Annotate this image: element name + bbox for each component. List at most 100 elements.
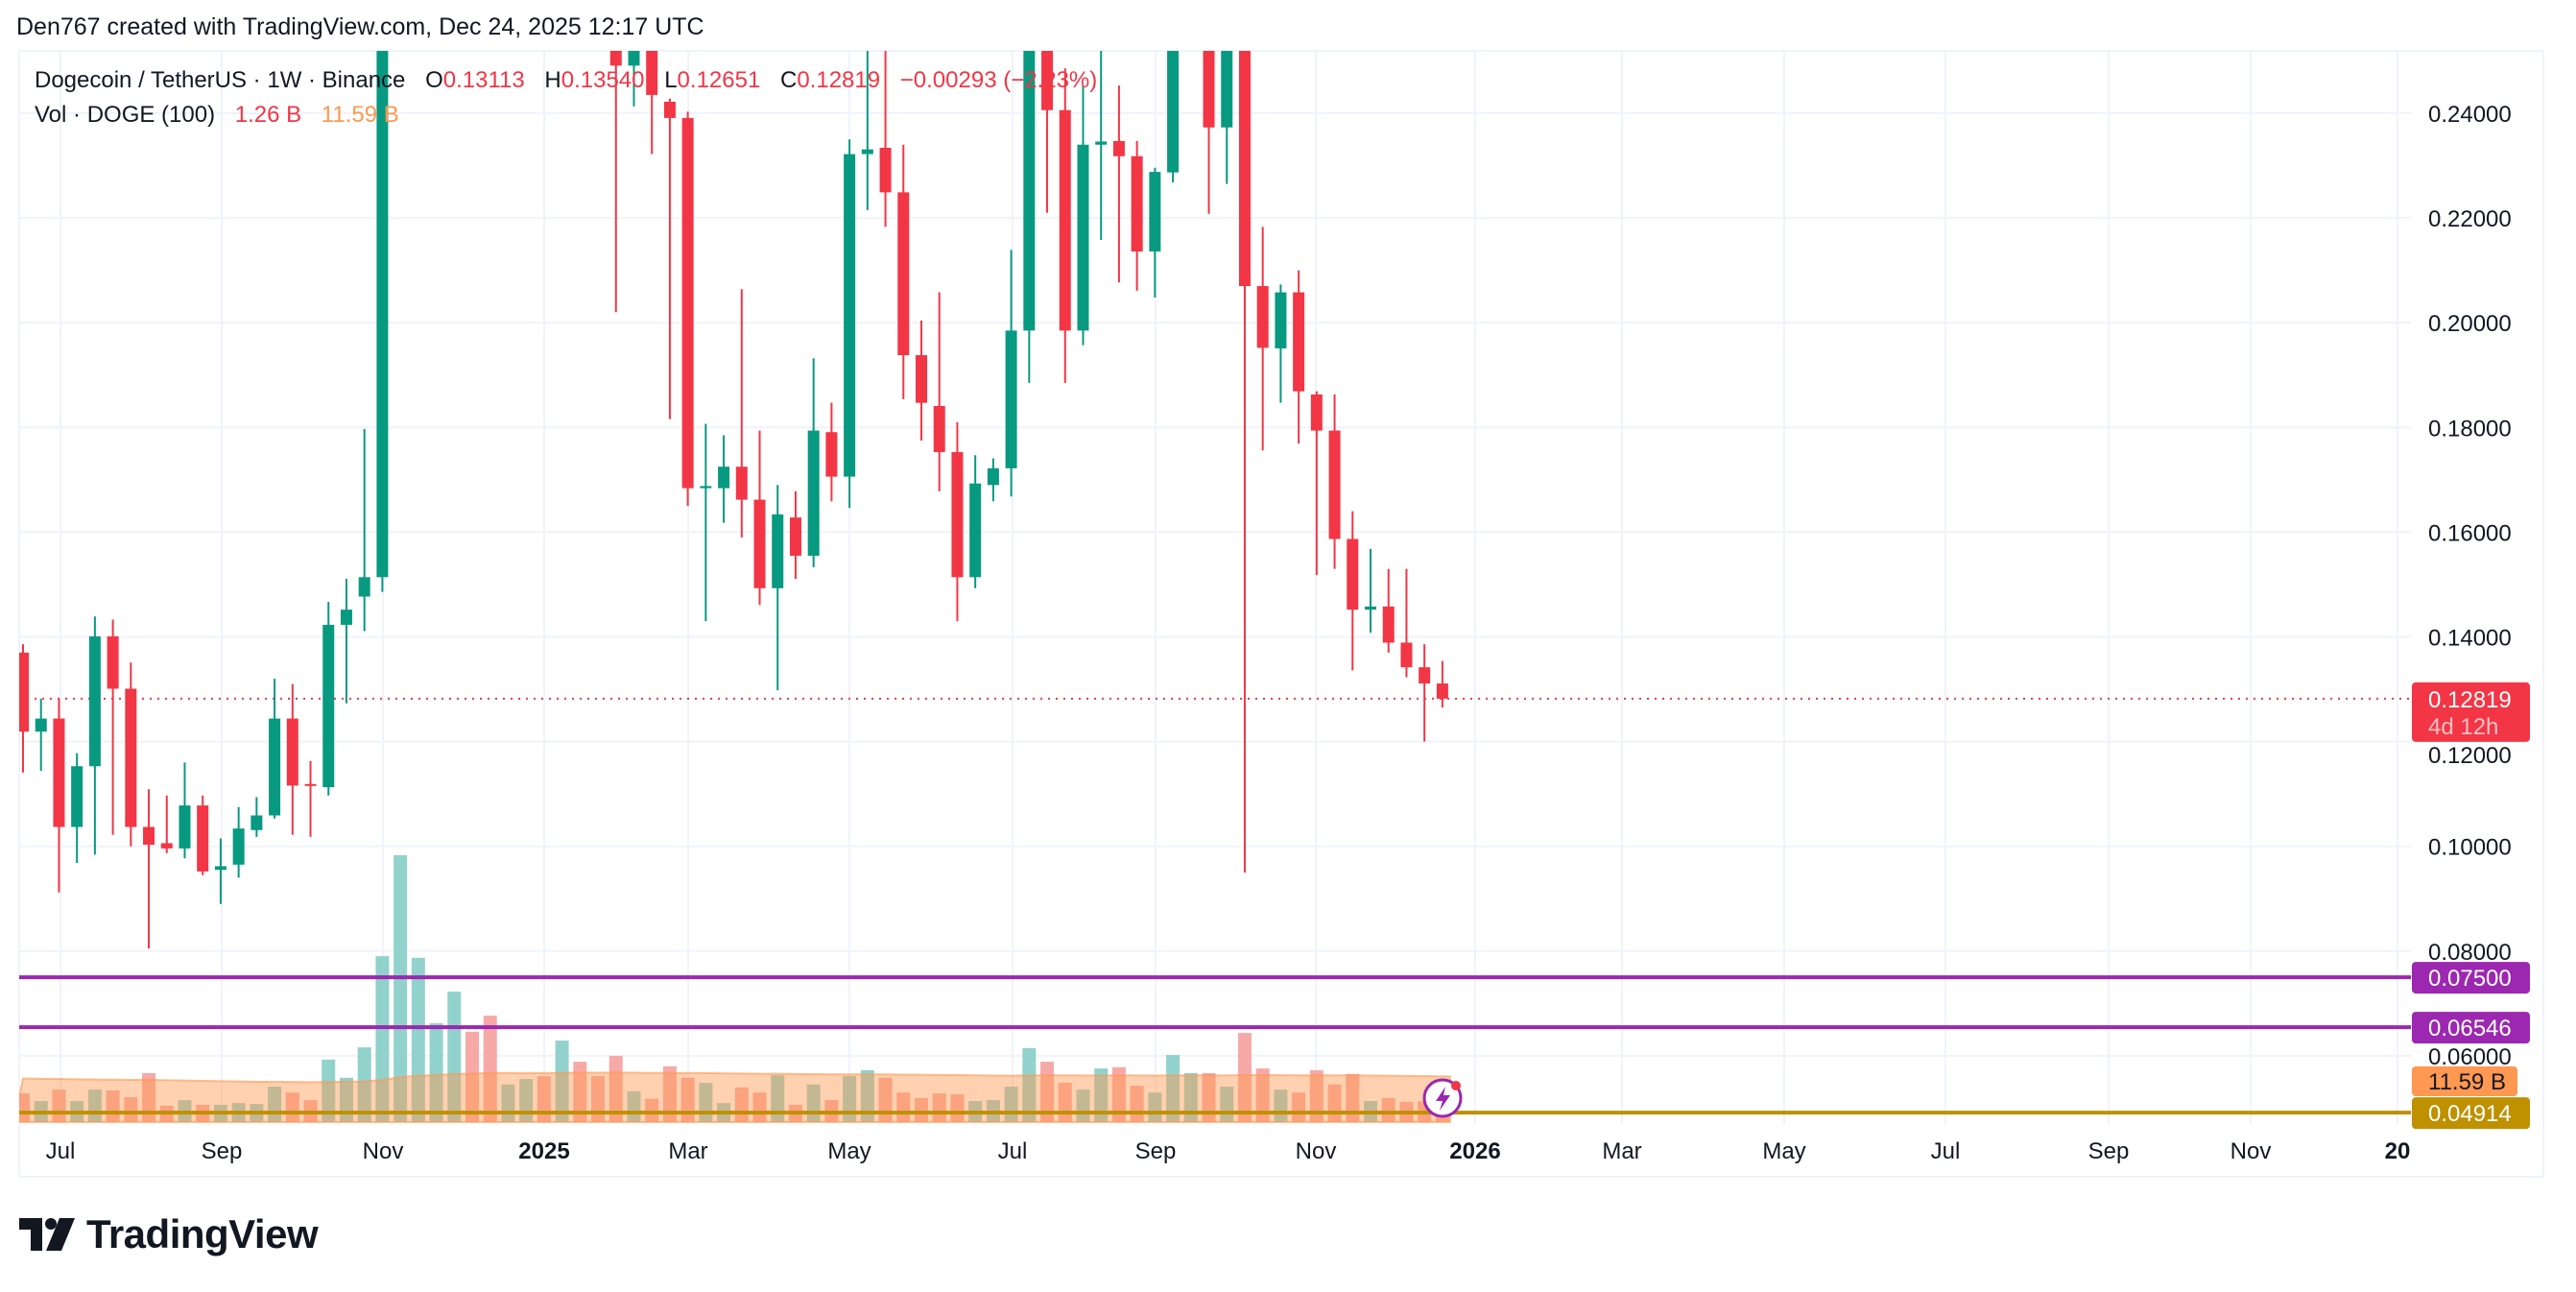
candle-body — [1275, 292, 1287, 348]
x-tick-label: Nov — [363, 1138, 404, 1164]
candle-body — [609, 51, 622, 66]
candle — [1023, 51, 1036, 383]
volume-bar — [843, 1076, 857, 1122]
candle-body — [933, 405, 945, 452]
symbol-title[interactable]: Dogecoin / TetherUS · 1W · Binance — [35, 67, 406, 93]
candle-body — [753, 499, 766, 588]
candle-body — [1005, 330, 1017, 468]
y-tick-label: 0.24000 — [2428, 102, 2512, 128]
volume-bar — [429, 1023, 443, 1122]
volume-title[interactable]: Vol · DOGE (100) — [35, 102, 216, 128]
candle — [1167, 51, 1180, 183]
candle — [1005, 250, 1017, 497]
candle-body — [916, 355, 927, 403]
volume-bar — [483, 1016, 497, 1122]
candle-body — [718, 467, 730, 489]
volume-legend-row[interactable]: Vol · DOGE (100) 1.26 B 11.59 B — [35, 98, 1097, 132]
last-price-label: 0.12819 — [2428, 687, 2512, 713]
candle — [35, 698, 47, 772]
price-line-label: 0.04914 — [2428, 1101, 2512, 1127]
logo-text: TradingView — [86, 1211, 319, 1256]
candle — [143, 789, 155, 949]
last-price-label-box — [2412, 682, 2530, 742]
candle-body — [1112, 140, 1125, 156]
volume-bar — [1040, 1062, 1055, 1122]
candle-body — [646, 51, 658, 95]
candle — [19, 644, 29, 773]
price-axis[interactable]: 0.24000 0.22000 0.20000 0.18000 0.16000 0.140… — [2412, 102, 2530, 1130]
candle-body — [681, 117, 694, 489]
candle-body — [88, 635, 101, 767]
price-line-label-box — [2412, 1012, 2530, 1044]
candle — [1347, 511, 1359, 671]
candle-body — [807, 430, 820, 556]
candle — [376, 51, 389, 592]
volume-bar — [555, 1041, 569, 1122]
volume-bar — [860, 1069, 874, 1122]
candle — [358, 428, 370, 632]
candle — [1328, 394, 1341, 569]
volume-bar — [394, 854, 408, 1122]
candle-body — [1365, 606, 1376, 610]
y-tick-label: 0.22000 — [2428, 206, 2512, 232]
open-value: 0.13113 — [442, 67, 525, 93]
candle-body — [1185, 0, 1197, 9]
candle — [322, 601, 335, 796]
volume-bar — [1435, 1116, 1449, 1122]
candle-body — [1328, 430, 1341, 539]
volume-bar — [1148, 1092, 1162, 1122]
attribution-text: Den767 created with TradingView.com, Dec… — [16, 13, 704, 40]
candle-body — [969, 483, 982, 578]
x-tick-label: Sep — [2088, 1138, 2130, 1164]
volume-bar — [752, 1092, 767, 1122]
candle-body — [825, 432, 838, 477]
volume-bar — [591, 1076, 606, 1122]
candle — [987, 458, 999, 502]
y-tick-label: 0.06000 — [2428, 1044, 2512, 1070]
candle — [753, 430, 766, 606]
volume-bar — [1237, 1033, 1252, 1122]
symbol-legend-row[interactable]: Dogecoin / TetherUS · 1W · Binance O0.13… — [35, 63, 1097, 98]
candle-body — [1203, 51, 1215, 128]
y-tick-label: 0.20000 — [2428, 311, 2512, 337]
volume-bar — [1166, 1055, 1181, 1122]
volume-bar — [932, 1093, 946, 1122]
candle-body — [700, 486, 712, 489]
candle-body — [951, 451, 964, 578]
candle — [71, 753, 83, 864]
candle — [1256, 227, 1269, 451]
candle-body — [1095, 141, 1108, 145]
lightning-alert-icon[interactable] — [1422, 1078, 1463, 1118]
candle-body — [340, 610, 352, 625]
candle — [304, 760, 317, 837]
volume-bar — [411, 957, 425, 1122]
candle-body — [1436, 683, 1448, 699]
volume-bar — [950, 1093, 965, 1122]
x-tick-label: Nov — [2230, 1138, 2272, 1164]
time-axis[interactable]: Jul Sep Nov 2025 Mar May Jul Sep Nov 2026 Mar May Ju… — [46, 1138, 2411, 1164]
candle — [1275, 284, 1287, 403]
x-tick-label: Jul — [1931, 1138, 1961, 1164]
chart-frame — [18, 50, 2544, 1178]
volume-bar — [1094, 1068, 1109, 1122]
tradingview-logo[interactable]: TradingView — [19, 1211, 319, 1257]
candle — [681, 111, 694, 507]
candle-body — [1221, 51, 1233, 128]
candle-body — [250, 815, 263, 830]
candle — [1293, 270, 1305, 444]
candle-body — [879, 148, 892, 193]
price-line-label-box — [2412, 962, 2530, 994]
candle-body — [1023, 51, 1036, 331]
volume-bar — [915, 1097, 928, 1122]
volume-bar — [573, 1062, 587, 1122]
candle — [232, 806, 245, 878]
candle — [107, 619, 119, 835]
candle-body — [179, 805, 191, 849]
candle-body — [1347, 538, 1359, 610]
volume-bar — [19, 1093, 30, 1122]
candle — [250, 797, 263, 837]
volume-bar — [465, 1031, 479, 1122]
x-tick-label: Mar — [1602, 1138, 1641, 1164]
y-tick-label: 0.10000 — [2428, 835, 2512, 861]
